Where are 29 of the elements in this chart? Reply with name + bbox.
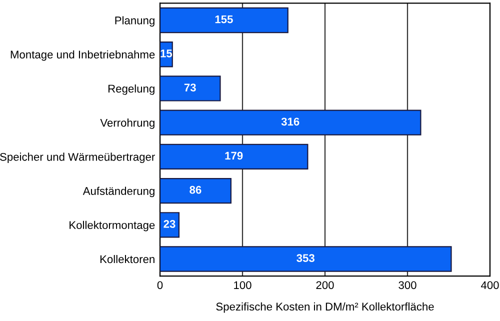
data-label: 23 xyxy=(164,220,176,228)
data-label: 155 xyxy=(215,15,233,24)
data-label: 179 xyxy=(225,152,243,160)
bar xyxy=(160,7,288,34)
x-tick-label: 200 xyxy=(316,281,334,290)
x-tick-label: 300 xyxy=(398,281,416,290)
y-tick-label: Kollektoren xyxy=(100,254,154,264)
y-tick-label: Regelung xyxy=(108,84,154,95)
y-tick-label: Aufständerung xyxy=(82,186,154,198)
data-label: 86 xyxy=(190,186,202,194)
bar xyxy=(160,212,180,238)
y-tick-label: Kollektormontage xyxy=(70,220,155,232)
data-label: 353 xyxy=(296,254,314,262)
y-tick-label: Planung xyxy=(115,16,154,27)
y-tick-label: Montage und Inbetriebnahme xyxy=(10,50,155,61)
bar xyxy=(160,110,422,136)
x-tick-label: 400 xyxy=(480,281,499,290)
bar xyxy=(160,76,221,102)
data-label: 73 xyxy=(184,84,196,92)
x-tick-label: 100 xyxy=(234,281,252,290)
y-tick-label: Verrohrung xyxy=(100,118,154,129)
bar xyxy=(160,178,232,204)
bar xyxy=(160,246,452,272)
data-label: 316 xyxy=(281,118,300,126)
x-tick-label: 0 xyxy=(157,281,163,290)
y-tick-label: Speicher und Wärmeübertrager xyxy=(0,152,155,164)
x-axis-title: Spezifische Kosten in DM/m² Kollektorfläche xyxy=(216,302,434,313)
bar xyxy=(160,144,308,170)
data-label: 15 xyxy=(160,50,172,58)
